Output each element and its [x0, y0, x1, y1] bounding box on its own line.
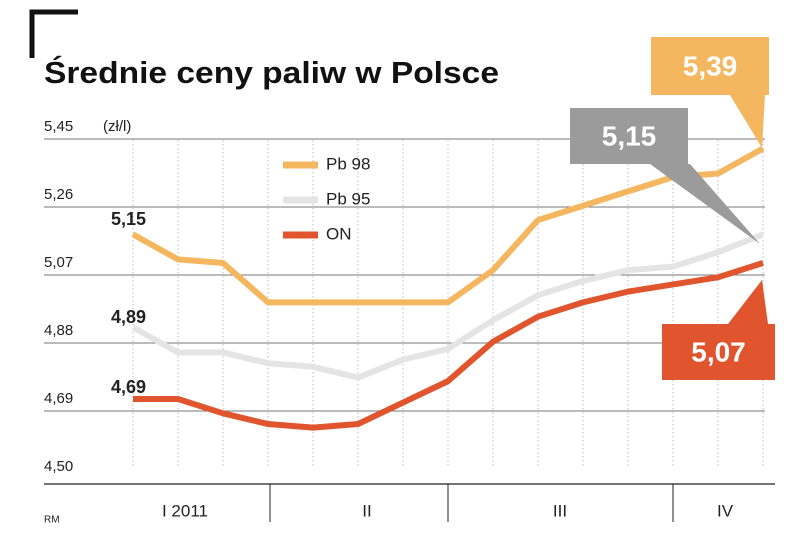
series-line — [131, 231, 765, 381]
y-tick-label: 5,07 — [44, 254, 73, 271]
value-label: 4,69 — [111, 377, 146, 397]
y-tick-label: 5,45 — [44, 118, 73, 135]
value-label: 5,07 — [691, 336, 746, 367]
series-line — [131, 145, 765, 306]
value-label: 4,89 — [111, 307, 146, 327]
x-tick-label: IV — [717, 501, 734, 520]
x-tick-label: II — [362, 501, 371, 520]
chart-title: Średnie ceny paliw w Polsce — [44, 54, 499, 90]
y-tick-label: 5,26 — [44, 186, 73, 203]
x-tick-label: III — [553, 501, 567, 520]
y-tick-label: 4,69 — [44, 390, 73, 407]
callout-tail — [728, 280, 768, 324]
value-label: 5,39 — [683, 50, 738, 81]
y-axis-label: (zł/l) — [103, 118, 131, 135]
legend-label: Pb 95 — [326, 189, 370, 208]
callout-tail — [650, 164, 760, 244]
callout-box — [651, 37, 769, 95]
legend-label: Pb 98 — [326, 154, 370, 173]
source: RM — [44, 515, 60, 526]
series-line — [133, 260, 764, 431]
y-tick-label: 4,88 — [44, 322, 73, 339]
value-label: 5,15 — [602, 120, 657, 151]
callout-box — [662, 324, 775, 380]
value-label: 5,15 — [111, 209, 146, 229]
y-tick-label: 4,50 — [44, 458, 73, 475]
legend-label: ON — [326, 224, 352, 243]
callout-box — [570, 108, 688, 164]
x-tick-label: I 2011 — [162, 501, 208, 520]
corner-decoration — [29, 9, 78, 58]
callout-tail — [730, 95, 765, 148]
